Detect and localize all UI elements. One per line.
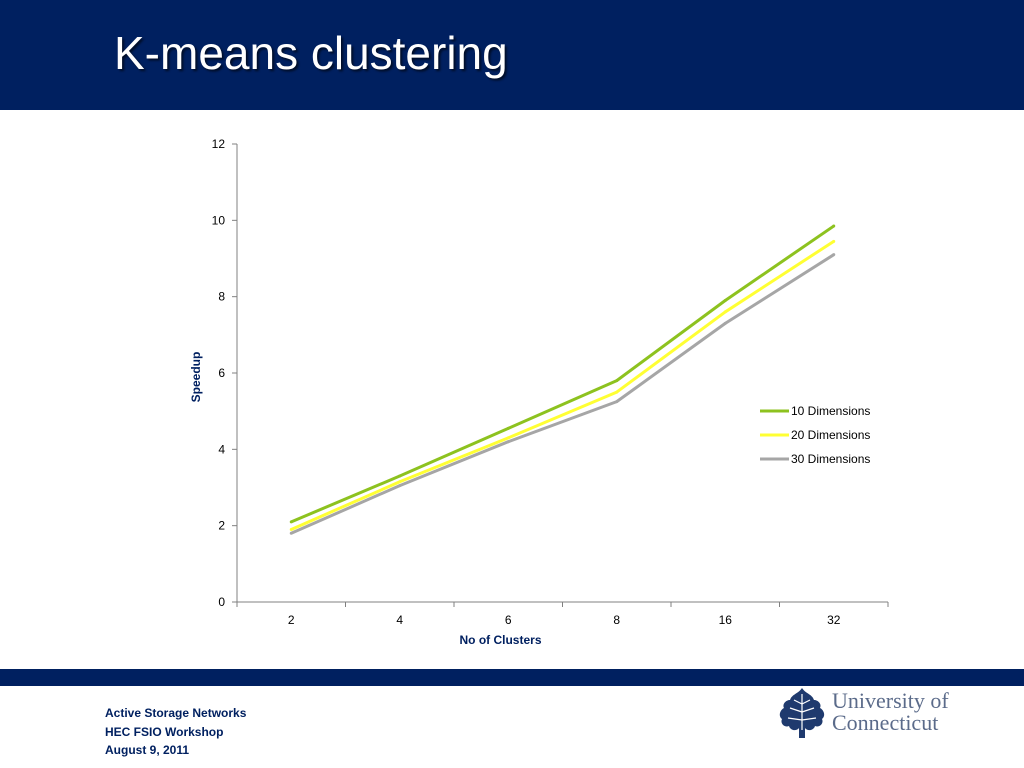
data-point bbox=[832, 239, 836, 243]
x-tick-label: 32 bbox=[827, 613, 841, 627]
data-point bbox=[506, 440, 510, 444]
oak-leaf-icon bbox=[779, 688, 825, 738]
x-tick-label: 6 bbox=[505, 613, 512, 627]
y-axis-title: Speedup bbox=[189, 352, 203, 403]
slide-title: K-means clustering bbox=[114, 27, 508, 79]
x-axis-title: No of Clusters bbox=[459, 633, 541, 647]
y-tick-label: 4 bbox=[218, 442, 225, 456]
y-tick-label: 2 bbox=[218, 519, 225, 533]
y-tick-label: 6 bbox=[218, 366, 225, 380]
data-point bbox=[723, 321, 727, 325]
footer-info: Active Storage Networks HEC FSIO Worksho… bbox=[105, 704, 246, 760]
legend-label: 10 Dimensions bbox=[791, 404, 870, 418]
data-point bbox=[398, 480, 402, 484]
data-point bbox=[289, 531, 293, 535]
data-point bbox=[832, 253, 836, 257]
x-tick-label: 4 bbox=[396, 613, 403, 627]
logo-text: University of Connecticut bbox=[832, 690, 949, 734]
series-line-3 bbox=[290, 253, 835, 535]
y-tick-label: 8 bbox=[218, 290, 225, 304]
footer-line-1: Active Storage Networks bbox=[105, 706, 247, 720]
data-point bbox=[723, 310, 727, 314]
x-tick-label: 2 bbox=[288, 613, 295, 627]
y-tick-label: 10 bbox=[212, 213, 226, 227]
y-tick-label: 0 bbox=[218, 595, 225, 609]
footer-bar bbox=[0, 669, 1024, 686]
x-tick-label: 8 bbox=[613, 613, 620, 627]
footer-line-3: August 9, 2011 bbox=[105, 743, 190, 757]
data-point bbox=[615, 390, 619, 394]
data-point bbox=[723, 298, 727, 302]
x-tick-label: 16 bbox=[719, 613, 733, 627]
series-line-2 bbox=[290, 240, 835, 531]
data-point bbox=[832, 224, 836, 228]
legend-label: 30 Dimensions bbox=[791, 452, 870, 466]
line-chart: 0 2 4 6 8 10 12 2 4 6 8 16 32 No of Clusters Speedup 1… bbox=[189, 137, 889, 647]
footer-line-2: HEC FSIO Workshop bbox=[105, 724, 224, 739]
university-logo: University of Connecticut bbox=[776, 686, 956, 742]
legend-label: 20 Dimensions bbox=[791, 428, 870, 442]
data-point bbox=[615, 400, 619, 404]
data-point bbox=[398, 474, 402, 478]
data-point bbox=[289, 527, 293, 531]
data-point bbox=[289, 520, 293, 524]
title-bar: K-means clustering bbox=[0, 0, 1024, 110]
data-point bbox=[615, 379, 619, 383]
y-tick-label: 12 bbox=[212, 137, 226, 151]
data-point bbox=[506, 426, 510, 430]
chart-area: 0 2 4 6 8 10 12 2 4 6 8 16 32 No of Clusters Speedup 1… bbox=[0, 110, 1024, 670]
series-line-1 bbox=[290, 224, 835, 524]
data-point bbox=[506, 436, 510, 440]
logo-line-2: Connecticut bbox=[832, 710, 939, 735]
data-point bbox=[398, 484, 402, 488]
logo-line-1: University of bbox=[832, 688, 949, 713]
